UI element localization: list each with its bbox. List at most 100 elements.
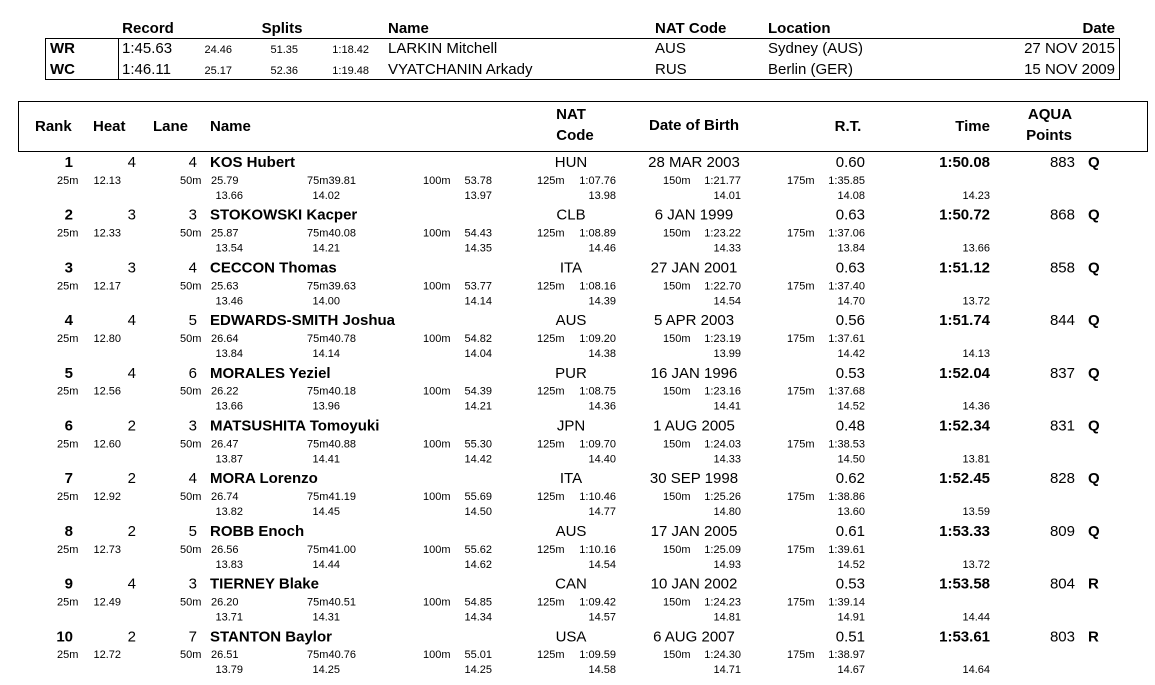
time: 1:53.33 [939,523,990,540]
time: Time [955,118,990,135]
splits: 55.30 [464,438,492,450]
points: 803 [1050,628,1075,645]
split-labels: 25m [57,649,78,661]
nat: CLB [556,207,585,224]
diffs: 14.54 [588,559,616,571]
nat: AUS [556,312,587,329]
split-labels: 25m [57,386,78,398]
lane: 4 [189,259,197,276]
diffs: 14.00 [312,295,340,307]
splits: 1:39.14 [828,597,865,609]
split-labels: 125m [537,438,565,450]
split-labels: 100m [423,649,451,661]
diffs: 13.59 [962,506,990,518]
nat: PUR [555,365,587,382]
diffs: 14.44 [962,612,990,624]
splits: 12.73 [93,544,121,556]
split-labels: 75m [307,280,328,292]
diffs: 13.97 [464,190,492,202]
splits: 1:08.89 [579,228,616,240]
lane: 5 [189,523,197,540]
diffs: 14.71 [713,664,741,676]
date: 15 NOV 2009 [1024,61,1115,78]
splits: 24.46 [204,44,232,56]
nat: AUS [556,523,587,540]
diffs: 14.41 [312,453,340,465]
name: STOKOWSKI Kacper [210,207,357,224]
aqua-points: AQUA [1028,106,1072,123]
split-labels: 125m [537,175,565,187]
splits: 12.33 [93,228,121,240]
diffs: 14.54 [713,295,741,307]
splits: 26.56 [211,544,239,556]
rank: 8 [65,523,73,540]
nat-code: NAT Code [655,20,726,37]
dob: 17 JAN 2005 [651,523,738,540]
diffs: 14.80 [713,506,741,518]
split-labels: 125m [537,649,565,661]
nat-code: NAT [556,106,586,123]
lane: 3 [189,207,197,224]
splits: 1:22.70 [704,280,741,292]
splits: 41.19 [328,491,356,503]
dob: 6 AUG 2007 [653,628,735,645]
dob: 28 MAR 2003 [648,154,740,171]
split-labels: 125m [537,491,565,503]
diffs: 14.62 [464,559,492,571]
diffs: 14.33 [713,453,741,465]
split-labels: 175m [787,491,815,503]
points: 809 [1050,523,1075,540]
dob: 6 JAN 1999 [655,207,733,224]
diffs: 14.08 [837,190,865,202]
rank: 9 [65,576,73,593]
lane: 4 [189,470,197,487]
time: 1:50.72 [939,207,990,224]
lane: 7 [189,628,197,645]
name: VYATCHANIN Arkady [388,61,533,78]
diffs: 14.44 [312,559,340,571]
diffs: 14.46 [588,243,616,255]
splits: 53.78 [464,175,492,187]
split-labels: 50m [180,280,201,292]
split-labels: 125m [537,280,565,292]
diffs: 14.39 [588,295,616,307]
qual: Q [1088,259,1100,276]
name: MORALES Yeziel [210,365,331,382]
splits: 12.13 [93,175,121,187]
splits: 25.79 [211,175,239,187]
diffs: 13.60 [837,506,865,518]
date: 27 NOV 2015 [1024,40,1115,57]
splits: 1:37.61 [828,333,865,345]
rank: 10 [56,628,73,645]
splits: 1:38.97 [828,649,865,661]
nat: USA [556,628,587,645]
nat: AUS [655,40,686,57]
splits: 54.82 [464,333,492,345]
splits: 39.81 [328,175,356,187]
split-labels: 50m [180,175,201,187]
split-labels: 150m [663,491,691,503]
points: 844 [1050,312,1075,329]
splits: 1:08.16 [579,280,616,292]
diffs: 14.42 [837,348,865,360]
split-labels: 150m [663,544,691,556]
points: 868 [1050,207,1075,224]
time: 1:52.45 [939,470,990,487]
dob: 30 SEP 1998 [650,470,738,487]
split-labels: 75m [307,438,328,450]
splits: 55.01 [464,649,492,661]
split-labels: 125m [537,544,565,556]
splits: 26.20 [211,597,239,609]
diffs: 14.13 [962,348,990,360]
split-labels: 75m [307,544,328,556]
time: 1:51.12 [939,259,990,276]
diffs: 14.14 [464,295,492,307]
splits: 1:08.75 [579,386,616,398]
split-labels: 175m [787,438,815,450]
lane: 4 [189,154,197,171]
diffs: 13.46 [215,295,243,307]
split-labels: 25m [57,280,78,292]
split-labels: 100m [423,175,451,187]
points: 831 [1050,417,1075,434]
points: 837 [1050,365,1075,382]
